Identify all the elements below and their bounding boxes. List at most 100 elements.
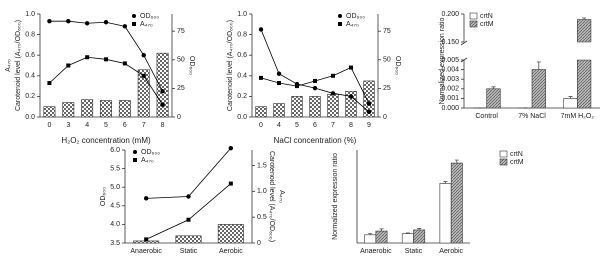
y-tick-label: 0.003 — [441, 76, 459, 83]
error-bar — [582, 17, 587, 20]
bar — [439, 183, 452, 244]
y-tick-label: 0.2 — [237, 93, 247, 100]
y2-tick-label: 25 — [177, 85, 185, 92]
marker — [122, 24, 128, 29]
y-tick-label: 0.005 — [441, 57, 459, 64]
bar — [327, 94, 339, 118]
y-tick-label: 0.000 — [441, 105, 459, 112]
y2-tick-label: 0 — [383, 114, 387, 121]
marker — [330, 91, 336, 96]
legend-label: crtN — [480, 13, 493, 20]
bar — [43, 106, 56, 118]
marker — [47, 81, 52, 86]
y-tick-label: 0.8 — [237, 31, 247, 38]
bar — [450, 162, 463, 244]
marker — [122, 61, 127, 66]
legend-label: A₄₇₀ — [140, 21, 153, 28]
y2-tick-label: 75 — [177, 28, 185, 35]
bar — [118, 100, 131, 118]
y-axis-title: Normalized expression ratio — [332, 153, 339, 240]
y-tick-label: 0.200 — [441, 11, 459, 18]
marker — [313, 78, 317, 83]
bar — [401, 233, 414, 244]
legend-label: A₄₇₀ — [141, 157, 154, 164]
x-tick-label: 7 — [142, 122, 146, 129]
marker — [160, 89, 165, 94]
legend-label: crtM — [510, 159, 524, 166]
bar — [563, 98, 578, 109]
y-tick-label: 6.0 — [110, 147, 120, 154]
y2-tick-label: 25 — [383, 85, 391, 92]
marker — [186, 217, 191, 222]
legend-swatch — [499, 150, 508, 158]
error-bar — [379, 228, 384, 232]
x-tick-label: Anaerobic — [130, 248, 162, 255]
y-tick-label: 0.6 — [237, 52, 247, 59]
y-tick-label: 3.5 — [110, 240, 120, 247]
marker — [259, 75, 263, 80]
marker — [160, 102, 165, 107]
y-tick-label: 0.2 — [25, 93, 35, 100]
legend-swatch — [132, 14, 136, 18]
error-bar — [443, 181, 448, 184]
bar — [375, 230, 388, 244]
marker — [103, 20, 109, 25]
bar — [291, 96, 303, 118]
y-axis-title: Normalized expression ratio — [439, 18, 446, 105]
y-axis-title: Carotenoid level (A₄₇₀/OD₆₀₀) — [15, 20, 22, 111]
x-tick-label: Aerobic — [439, 248, 463, 255]
marker — [85, 55, 90, 60]
legend-label: crtN — [510, 151, 523, 158]
marker — [228, 145, 234, 151]
bar — [364, 234, 377, 244]
y-axis-title: A₄₇₀ — [5, 59, 12, 72]
x-axis-title: H₂O₂ concentration (mM) — [61, 136, 151, 145]
x-tick-label: 8 — [161, 122, 165, 129]
x-tick-label: 7 — [331, 122, 335, 129]
x-tick-label: 4 — [277, 122, 281, 129]
legend-label: OD₆₀₀ — [346, 13, 365, 20]
x-tick-label: Static — [180, 248, 198, 255]
x-axis-title: NaCl concentration (%) — [274, 136, 357, 145]
marker — [366, 109, 372, 115]
marker — [349, 65, 353, 70]
legend-label: OD₆₀₀ — [141, 149, 160, 156]
bar — [62, 102, 75, 118]
marker — [144, 237, 149, 242]
x-tick-label: 8 — [349, 122, 353, 129]
bar — [156, 52, 169, 118]
bar — [217, 224, 244, 244]
x-tick-label: 0 — [47, 122, 51, 129]
x-tick-label: 3 — [66, 122, 70, 129]
bar — [486, 88, 501, 109]
x-tick-label: 9 — [367, 122, 371, 129]
bar — [309, 96, 321, 118]
y2-tick-label: 1.0 — [257, 188, 267, 195]
y-tick-label: 1.0 — [25, 11, 35, 18]
y2-tick-label: 0 — [257, 240, 261, 247]
y2-tick-label: 50 — [383, 57, 391, 64]
x-tick-label: Static — [405, 248, 423, 255]
y2-tick-label: 1.5 — [257, 162, 267, 169]
y-tick-label: 0.4 — [25, 73, 35, 80]
error-bar — [568, 96, 573, 99]
bar — [413, 229, 426, 244]
bar — [345, 90, 357, 118]
x-tick-label: 0 — [259, 122, 263, 129]
y2-axis-title: OD₆₀₀ — [394, 56, 401, 75]
legend-label: A₄₇₀ — [346, 21, 359, 28]
legend-label: crtM — [480, 21, 494, 28]
error-bar — [491, 86, 496, 89]
y-tick-label: 0.004 — [441, 66, 459, 73]
bar — [175, 235, 202, 244]
y2-tick-label: 75 — [383, 28, 391, 35]
bar — [81, 99, 94, 118]
y2-axis-title: OD₆₀₀ — [188, 56, 195, 75]
x-tick-label: 5 — [104, 122, 108, 129]
x-tick-label: 6 — [313, 122, 317, 129]
marker — [104, 57, 108, 62]
marker — [276, 71, 282, 76]
x-tick-label: Anaerobic — [360, 248, 392, 255]
